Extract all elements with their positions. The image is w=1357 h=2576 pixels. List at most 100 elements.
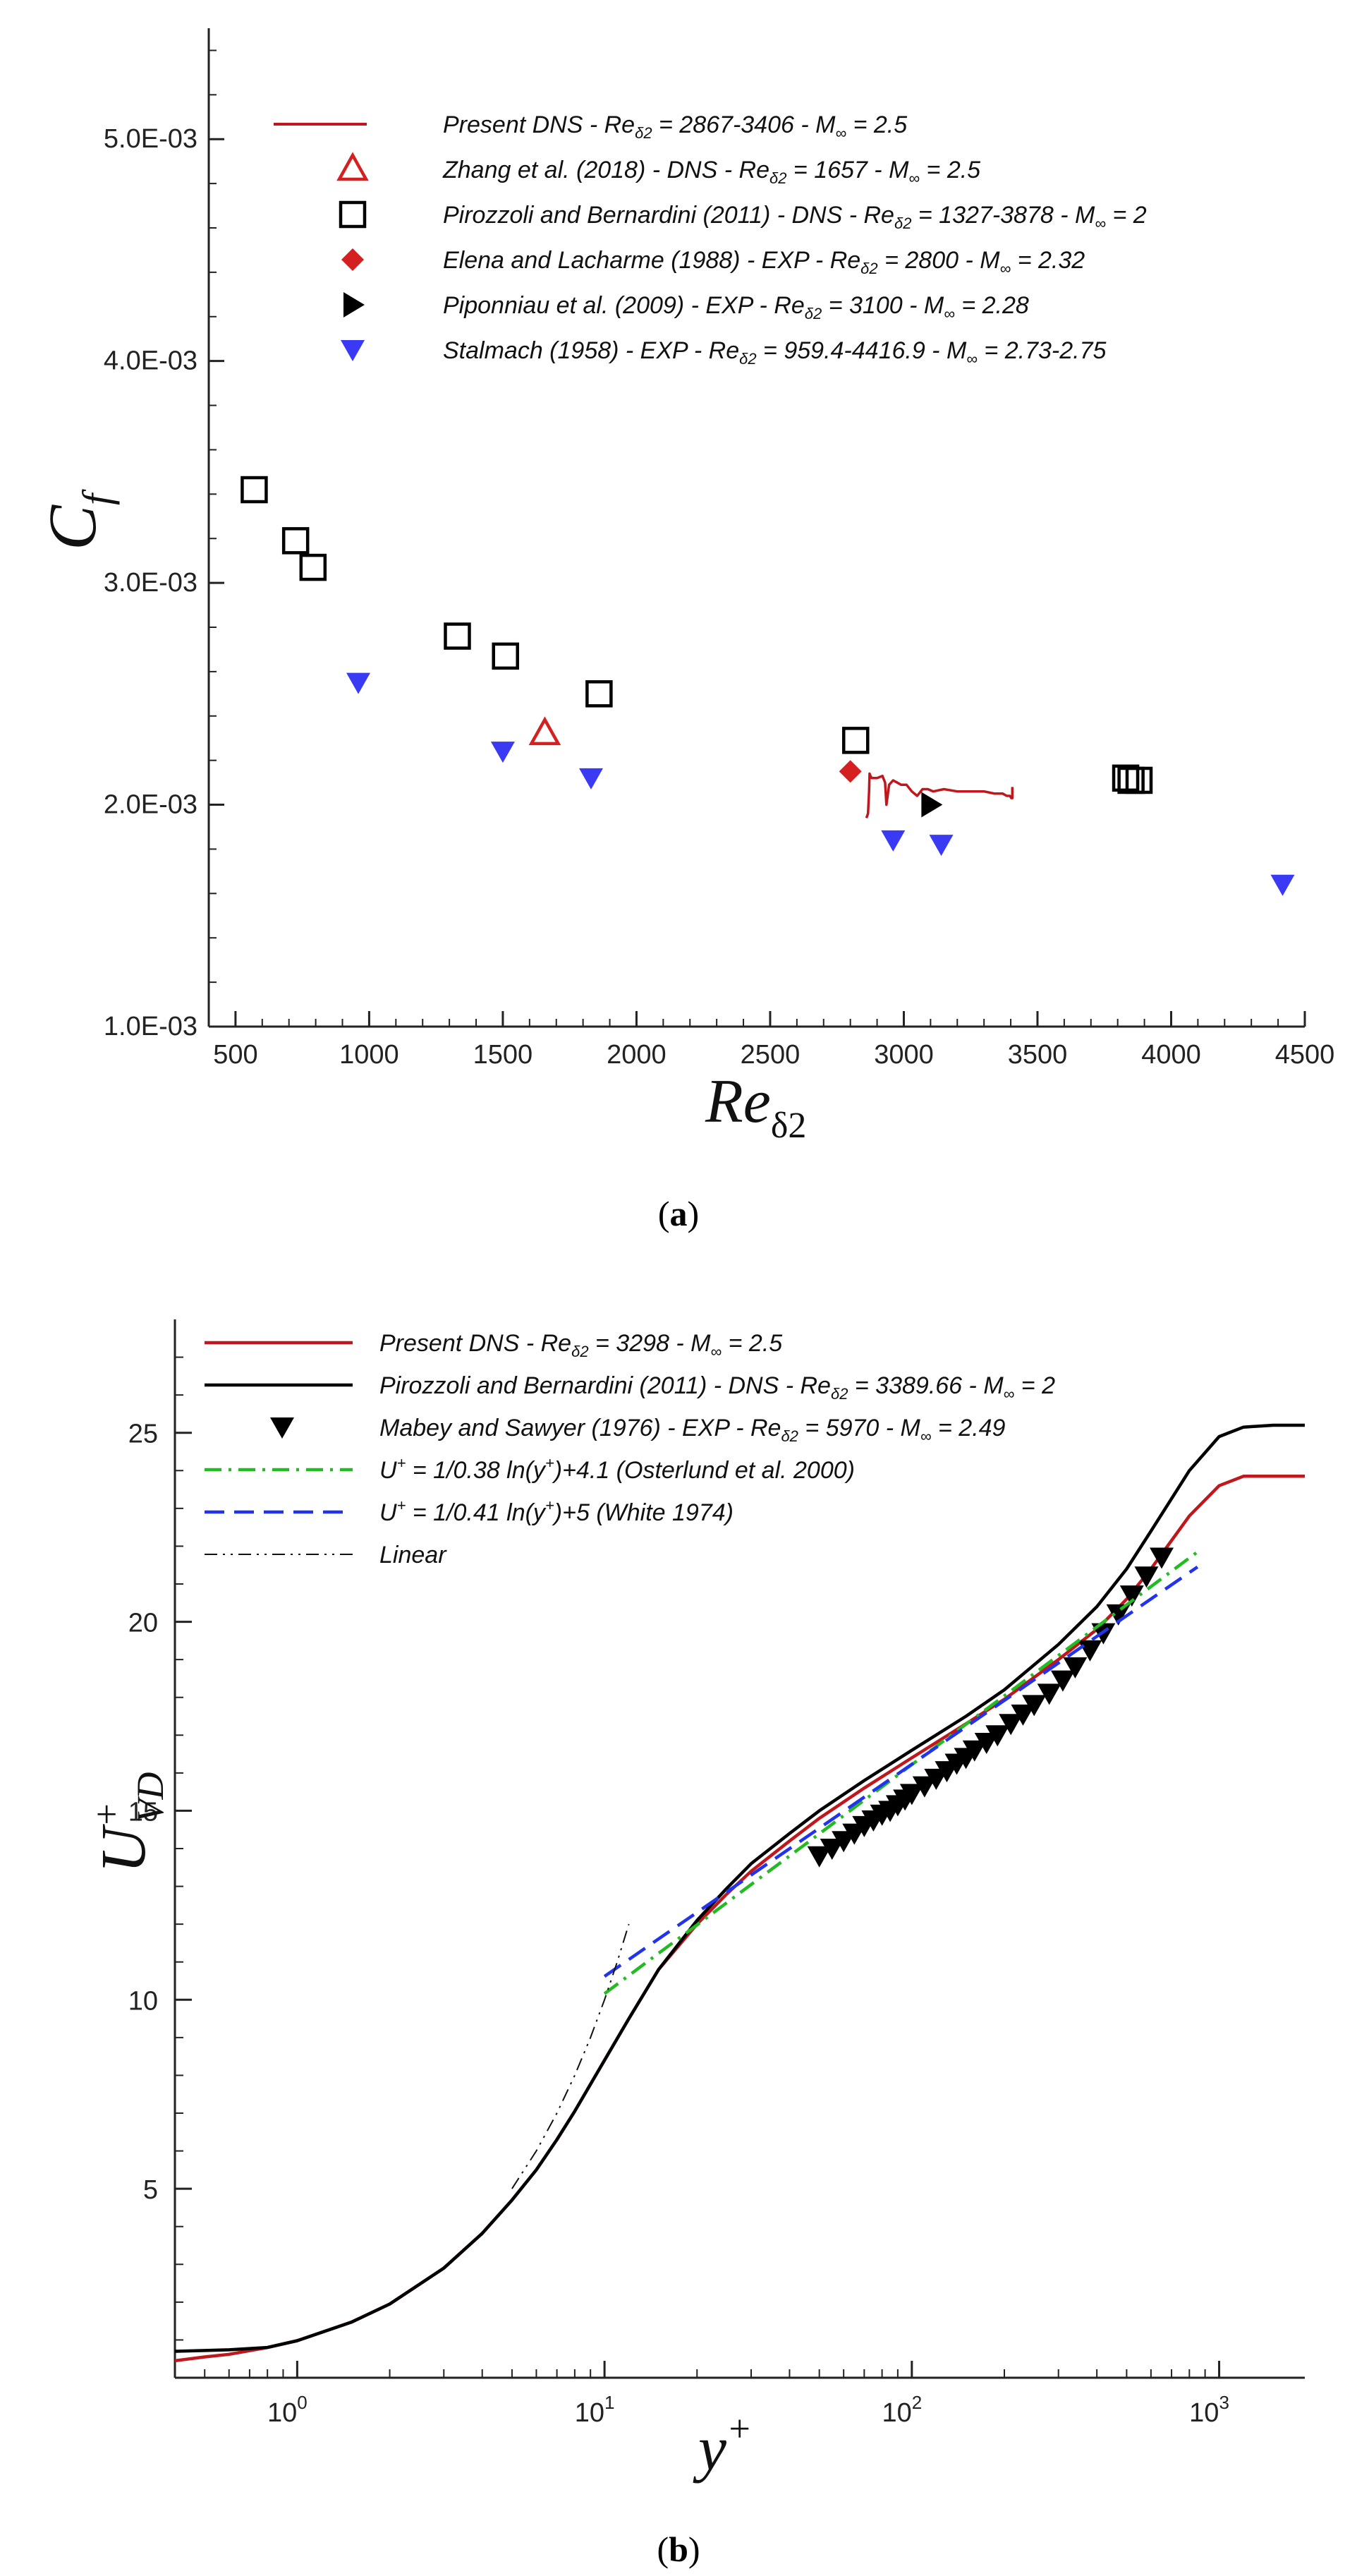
panel-b-legend-u-1-0-38-ln-label-part: +: [545, 1454, 554, 1472]
panel-a-axes: [207, 28, 1305, 1028]
panel-b-legend-mabey-and-sawyer-label: Mabey and Sawyer (1976) - EXP - Reδ2 = 5…: [379, 1415, 1006, 1445]
panel-b-legend-present-dns-label-part: Present DNS -: [379, 1330, 541, 1357]
panel-a-x-tick-label: 1500: [473, 1040, 533, 1070]
panel-a-legend-zhang-et-al-2018-label-part: M: [889, 157, 909, 183]
panel-a-legend-piponniau-et-al-2009-label-part: ∞: [944, 305, 955, 322]
panel-a-y-ticks: 1.0E-03 2.0E-03 3.0E-03 4.0E-03 5.0E-03: [104, 49, 224, 1041]
panel-a-y-tick-label: 3.0E-03: [104, 568, 197, 598]
panel-b-legend-linear-label: Linear: [379, 1542, 447, 1568]
panel-b-u-1-0-41-ln-line: [603, 1566, 1199, 1978]
panel-a-legend-piponniau-et-al-2009-label-part: Piponniau et al. (2009) - EXP -: [443, 292, 774, 319]
panel-a-x-ticks: 500 1000 1500 2000 2500 3000 3500 4000 4500: [213, 1011, 1334, 1070]
panel-a-legend-piponniau-et-al-2009-label-part: M: [924, 292, 944, 319]
panel-b-mabey-and-sawyer-point: [1011, 1704, 1035, 1726]
panel-a-legend-elena-and-lacharme-1988-label-part: δ2: [860, 260, 877, 277]
panel-a-legend-zhang-et-al-2018-label-part: ∞: [908, 169, 920, 187]
panel-a-legend-present-dns-label-part: Re: [604, 111, 635, 138]
panel-a-legend-elena-and-lacharme-1988-label-part: Elena and Lacharme (1988) - EXP -: [443, 247, 830, 274]
panel-b-mabey-and-sawyer-point: [1091, 1623, 1116, 1645]
panel-a-legend-zhang-et-al-2018-label-part: Zhang et al. (2018) - DNS -: [442, 157, 739, 183]
panel-a-stalmach-1958-point: [929, 835, 954, 857]
panel-b-legend-mabey-and-sawyer-label-part: M: [901, 1415, 921, 1441]
panel-a-legend-elena-and-lacharme-1988-label-part: = 2.32: [1011, 247, 1085, 274]
panel-a-pirozzoli-and-bernardini-2011-point: [444, 622, 471, 650]
panel-b-xlabel-sup: +: [726, 2407, 752, 2450]
panel-b-legend-u-1-0-38-ln-label-part: U: [379, 1457, 397, 1484]
panel-a-x-tick-label: 3000: [874, 1040, 934, 1070]
panel-b-legend-pirozzoli-and-bernardini-label-part: Pirozzoli and Bernardini (2011) - DNS -: [379, 1372, 801, 1399]
panel-a-legend: Present DNS - Reδ2 = 2867-3406 - M∞ = 2.…: [274, 111, 1147, 368]
panel-a-pirozzoli-and-bernardini-2011-point: [1125, 766, 1153, 794]
panel-b-mabey-and-sawyer-point: [899, 1784, 924, 1806]
panel-a-legend-stalmach-1958-label-part: ∞: [966, 350, 978, 368]
panel-b-legend-mabey-and-sawyer-swatch: [270, 1417, 294, 1439]
panel-b-legend-mabey-and-sawyer-label-part: = 2.49: [932, 1415, 1006, 1441]
panel-b-x-tick-exponent: 0: [297, 2392, 307, 2413]
panel-b-x-tick-label: 103: [1189, 2392, 1229, 2428]
panel-b-legend-u-1-0-41-ln-label-part: U: [379, 1499, 397, 1526]
panel-a-legend-present-dns-label-part: δ2: [635, 124, 652, 142]
panel-a-zhang-et-al-2018-point: [528, 716, 561, 746]
panel-a-pirozzoli-and-bernardini-2011-point: [299, 553, 327, 581]
panel-a-ylabel-base: C: [35, 504, 110, 550]
panel-b-y-tick-label: 15: [128, 1797, 158, 1827]
panel-b-y-tick-label: 10: [128, 1986, 158, 2016]
panel-b-legend-pirozzoli-and-bernardini-label: Pirozzoli and Bernardini (2011) - DNS - …: [379, 1372, 1055, 1403]
panel-a-x-tick-label: 500: [213, 1040, 257, 1070]
panel-a-legend-pirozzoli-and-bernardini-2011-label-part: ∞: [1095, 214, 1106, 232]
panel-b-mabey-and-sawyer-point: [985, 1725, 1010, 1747]
panel-a-stalmach-1958-point: [881, 830, 906, 852]
panel-a-ylabel-sub: f: [74, 489, 120, 505]
panel-b-x-tick-label: 102: [882, 2392, 922, 2428]
panel-a-legend-elena-and-lacharme-1988-label-part: ∞: [1000, 260, 1011, 277]
panel-a-y-tick-label: 1.0E-03: [104, 1012, 197, 1041]
panel-a-piponniau-et-al-2009-point: [921, 792, 943, 818]
panel-a-legend-piponniau-et-al-2009-swatch: [343, 292, 365, 318]
panel-a-legend-pirozzoli-and-bernardini-2011-label-part: M: [1075, 202, 1095, 229]
panel-a-legend-zhang-et-al-2018-label-part: Re: [739, 157, 769, 183]
panel-a-legend-present-dns-label-part: ∞: [835, 124, 846, 142]
panel-b-legend-u-1-0-41-ln-label-part: +: [397, 1496, 406, 1514]
panel-b-legend-present-dns-label-part: = 3298 -: [589, 1330, 691, 1357]
panel-b-legend-u-1-0-38-ln-label-part: = 1/0.38 ln(y: [406, 1457, 547, 1484]
panel-b-legend-present-dns-label-part: Re: [541, 1330, 571, 1357]
panel-a-pirozzoli-and-bernardini-2011-point: [281, 527, 310, 555]
panel-a-x-tick-label: 2500: [741, 1040, 801, 1070]
panel-b-legend-pirozzoli-and-bernardini-label-part: ∞: [1004, 1385, 1015, 1403]
panel-b-x-tick-label: 101: [575, 2392, 615, 2428]
panel-b-legend-u-1-0-41-ln-label-part: +: [545, 1496, 554, 1514]
panel-b-legend-present-dns-label-part: = 2.5: [722, 1330, 782, 1357]
panel-b-mabey-and-sawyer-point: [974, 1733, 999, 1754]
panel-a-xlabel-base: Re: [705, 1068, 771, 1136]
panel-a-legend-piponniau-et-al-2009-label: Piponniau et al. (2009) - EXP - Reδ2 = 3…: [443, 292, 1029, 322]
panel-b-mabey-and-sawyer-point: [962, 1740, 987, 1762]
panel-a-legend-pirozzoli-and-bernardini-2011-label-part: = 2: [1106, 202, 1147, 229]
panel-a-present-dns-line: [865, 772, 1014, 819]
panel-a-legend-stalmach-1958-label-part: δ2: [739, 350, 756, 368]
panel-a-legend-piponniau-et-al-2009-label-part: = 3100 -: [822, 292, 924, 319]
panel-b-legend-pirozzoli-and-bernardini-label-part: M: [983, 1372, 1004, 1399]
panel-a-legend-elena-and-lacharme-1988-label: Elena and Lacharme (1988) - EXP - Reδ2 =…: [443, 247, 1085, 277]
panel-b-y-tick-label: 25: [128, 1420, 158, 1449]
panel-a-skin-friction-chart: 500 1000 1500 2000 2500 3000 3500 4000 4500 1.0E…: [35, 28, 1334, 1233]
panel-a-legend-present-dns-label-part: M: [815, 111, 836, 138]
panel-b-pirozzoli-and-bernardini-line: [174, 1423, 1305, 2353]
panel-a-legend-zhang-et-al-2018-label-part: = 2.5: [920, 157, 980, 183]
panel-a-legend-elena-and-lacharme-1988-swatch: [341, 248, 364, 271]
panel-a-y-tick-label: 2.0E-03: [104, 790, 197, 820]
panel-b-x-tick-exponent: 2: [912, 2392, 922, 2413]
panel-a-legend-pirozzoli-and-bernardini-2011-label-part: Re: [864, 202, 894, 229]
panel-a-legend-zhang-et-al-2018-label-part: δ2: [769, 169, 786, 187]
panel-b-legend-mabey-and-sawyer-label-part: ∞: [920, 1427, 932, 1445]
panel-b-legend-u-1-0-38-ln-label-part: +: [397, 1454, 406, 1472]
panel-b-mabey-and-sawyer-point: [1050, 1670, 1075, 1692]
panel-a-legend-elena-and-lacharme-1988-label-part: M: [980, 247, 1000, 274]
panel-b-mabey-and-sawyer-point: [1150, 1547, 1174, 1569]
panel-a-x-tick-label: 2000: [607, 1040, 667, 1070]
panel-b-mabey-and-sawyer-point: [1134, 1566, 1159, 1588]
panel-a-legend-stalmach-1958-label: Stalmach (1958) - EXP - Reδ2 = 959.4-441…: [443, 337, 1106, 368]
panel-b-legend-mabey-and-sawyer-label-part: δ2: [781, 1427, 798, 1445]
panel-a-legend-piponniau-et-al-2009-label-part: Re: [774, 292, 804, 319]
panel-a-legend-pirozzoli-and-bernardini-2011-label-part: δ2: [894, 214, 911, 232]
